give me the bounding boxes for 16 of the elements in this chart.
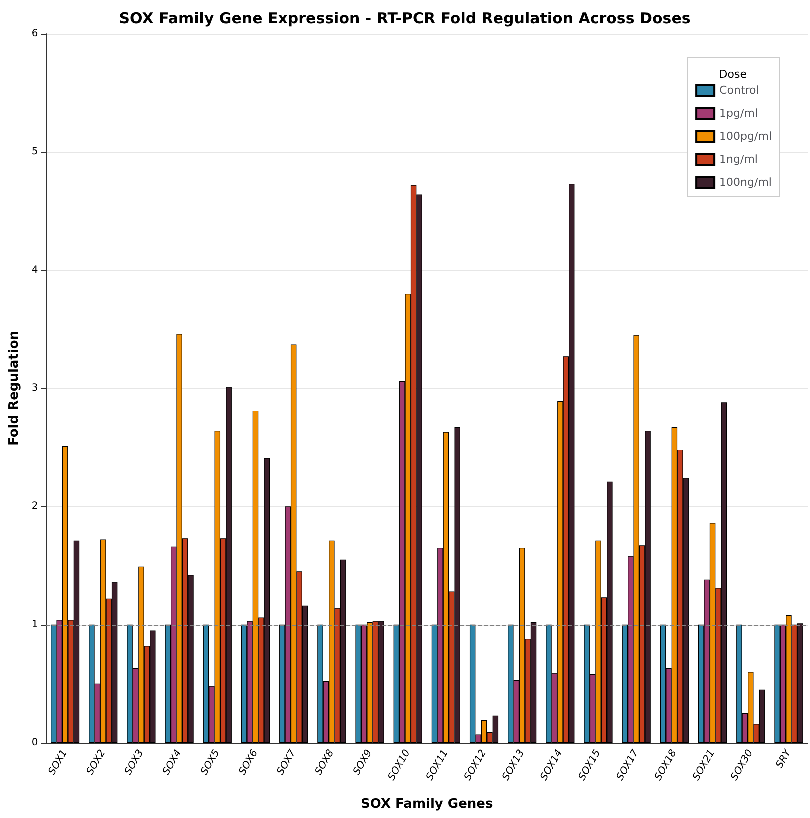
x-axis-title: SOX Family Genes: [361, 797, 494, 812]
y-tick-label: 0: [32, 738, 38, 748]
y-tick-label: 2: [32, 501, 38, 512]
y-tick-label: 3: [32, 383, 38, 394]
legend-label: 100ng/ml: [720, 176, 772, 189]
y-tick-label: 6: [32, 28, 38, 40]
legend-label: 100pg/ml: [720, 130, 772, 143]
legend-label: 1ng/ml: [720, 153, 758, 166]
legend-label: 1pg/ml: [720, 107, 758, 120]
legend-label: Control: [720, 84, 760, 97]
chart-title: SOX Family Gene Expression - RT-PCR Fold Regulation Across Doses: [119, 10, 691, 28]
legend-title: Dose: [719, 68, 748, 81]
y-tick-label: 4: [32, 264, 38, 276]
y-axis-title: Fold Regulation: [7, 330, 22, 446]
y-tick-label: 1: [32, 619, 38, 630]
y-tick-label: 5: [32, 146, 38, 158]
